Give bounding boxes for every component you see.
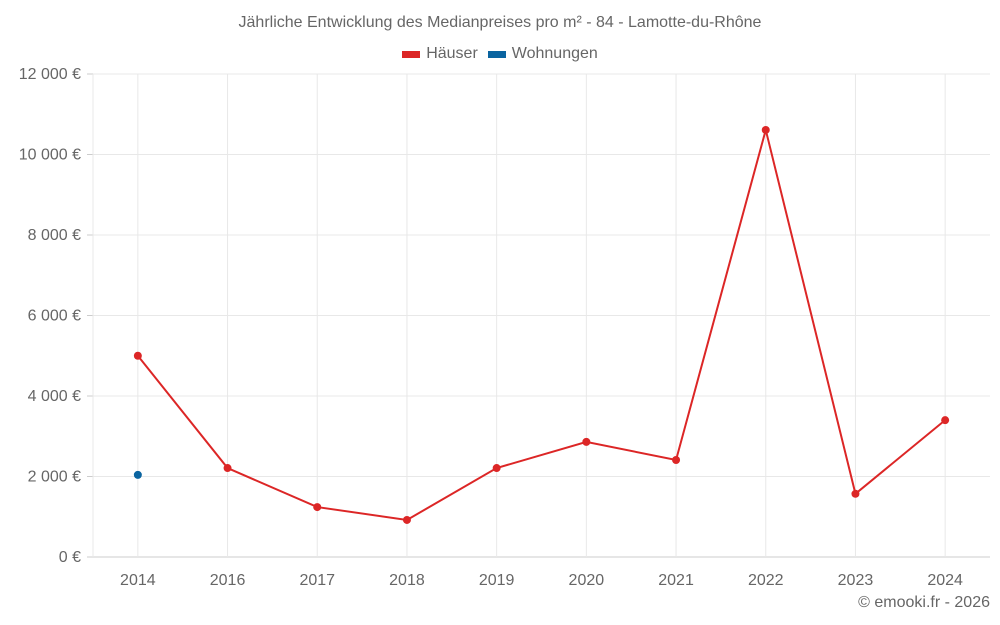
- data-point[interactable]: [941, 416, 950, 425]
- legend-label-wohnungen: Wohnungen: [511, 45, 598, 62]
- y-tick-label: 6 000 €: [28, 308, 81, 325]
- credit-text: © emooki.fr - 2026: [858, 594, 990, 611]
- data-point[interactable]: [133, 470, 142, 479]
- y-tick-label: 0 €: [59, 549, 81, 566]
- y-tick-label: 2 000 €: [28, 469, 81, 486]
- x-tick-label: 2014: [120, 572, 156, 589]
- legend-swatch-haeuser: [402, 50, 421, 58]
- data-point[interactable]: [582, 437, 591, 446]
- x-tick-label: 2018: [389, 572, 425, 589]
- y-tick-label: 4 000 €: [28, 388, 81, 405]
- x-tick-label: 2017: [299, 572, 335, 589]
- data-point[interactable]: [851, 489, 860, 498]
- x-tick-label: 2022: [748, 572, 784, 589]
- x-tick-label: 2023: [838, 572, 874, 589]
- series-häuser: [133, 125, 950, 524]
- y-tick-label: 8 000 €: [28, 227, 81, 244]
- data-point[interactable]: [133, 351, 142, 360]
- x-tick-label: 2016: [210, 572, 246, 589]
- data-point[interactable]: [223, 464, 232, 473]
- series-wohnungen: [133, 470, 142, 479]
- y-tick-label: 12 000 €: [19, 66, 81, 83]
- data-point[interactable]: [492, 464, 501, 473]
- x-tick-label: 2019: [479, 572, 515, 589]
- legend-swatch-wohnungen: [487, 50, 506, 58]
- legend-label-haeuser: Häuser: [426, 45, 478, 62]
- legend: Häuser Wohnungen: [0, 45, 1000, 63]
- series-line: [137, 125, 946, 522]
- y-tick-label: 10 000 €: [19, 147, 81, 164]
- chart-title: Jährliche Entwicklung des Medianpreises …: [238, 14, 762, 31]
- x-tick-label: 2020: [569, 572, 605, 589]
- legend-item-haeuser[interactable]: Häuser: [402, 45, 478, 63]
- x-tick-label: 2024: [927, 572, 963, 589]
- data-point[interactable]: [761, 125, 770, 134]
- x-tick-label: 2021: [658, 572, 694, 589]
- data-point[interactable]: [402, 515, 411, 524]
- data-point[interactable]: [313, 503, 322, 512]
- legend-item-wohnungen[interactable]: Wohnungen: [487, 45, 598, 63]
- data-point[interactable]: [672, 455, 681, 464]
